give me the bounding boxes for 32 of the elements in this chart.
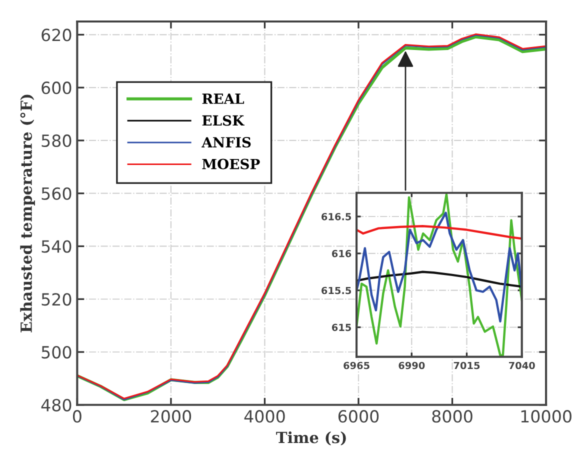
legend-label: ELSK (202, 115, 245, 126)
x-tick-label: 0 (72, 410, 82, 423)
y-tick-label: 615.5 (322, 286, 352, 294)
x-tick-label: 7015 (454, 362, 480, 370)
x-tick-label: 8000 (432, 410, 472, 423)
y-tick-label: 580 (42, 134, 72, 148)
x-tick-label: 4000 (244, 410, 285, 423)
x-tick-label: 6965 (344, 362, 370, 370)
line-series (356, 193, 522, 356)
y-tick-label: 560 (42, 187, 72, 200)
y-axis-title: Exhausted temperature (°F) (20, 94, 35, 332)
x-axis-title: Time (s) (276, 431, 346, 446)
line-series (356, 224, 522, 240)
legend-label: ANFIS (202, 137, 251, 148)
x-tick-label: 7040 (508, 362, 535, 370)
x-tick-label: 2000 (150, 410, 192, 423)
legend-label: MOESP (202, 158, 260, 170)
y-tick-label: 616 (332, 250, 352, 258)
y-tick-label: 600 (42, 82, 72, 94)
x-tick-label: 6000 (338, 410, 379, 423)
y-tick-label: 615 (332, 324, 352, 332)
y-tick-label: 520 (42, 293, 72, 306)
x-tick-label: 6990 (398, 362, 425, 370)
y-tick-label: 540 (42, 240, 72, 253)
legend-label: REAL (202, 94, 244, 104)
x-tick-label: 10000 (521, 410, 572, 423)
y-tick-label: 480 (41, 398, 72, 412)
line-series (356, 270, 522, 288)
y-tick-label: 616.5 (322, 212, 352, 220)
line-series (356, 212, 522, 322)
y-tick-label: 500 (42, 346, 72, 359)
y-tick-label: 620 (42, 28, 72, 42)
